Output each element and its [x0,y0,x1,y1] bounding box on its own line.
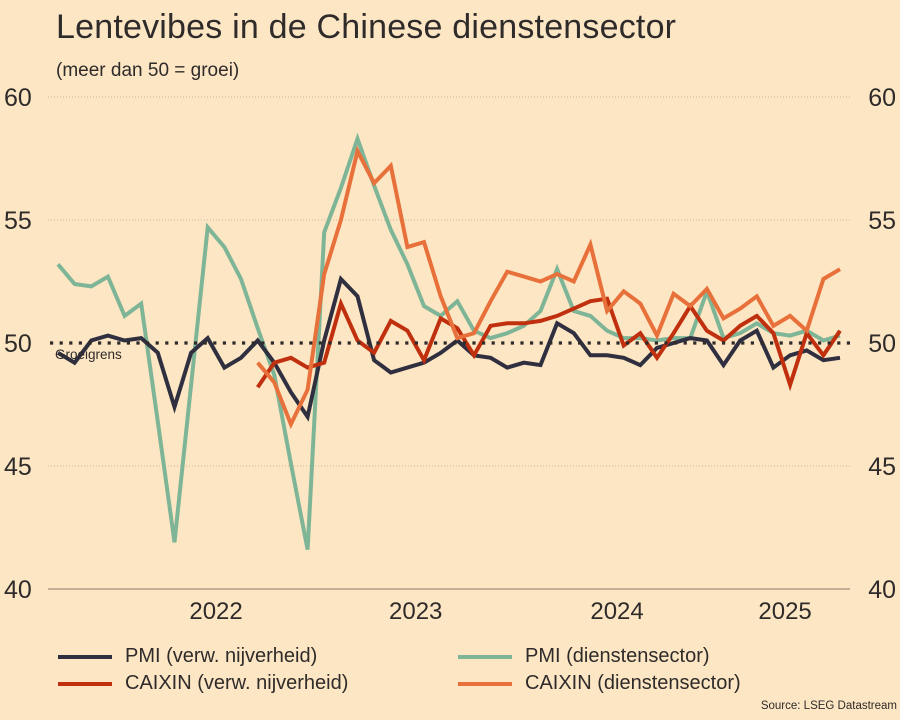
y-tick-label-right: 40 [868,576,896,604]
series-line-caixin-manufacturing [256,296,842,392]
y-tick-label-left: 40 [4,576,32,604]
y-tick-label-right: 55 [868,207,896,235]
legend-label: CAIXIN (verw. nijverheid) [125,672,349,694]
legend-swatch-caixin-manufacturing [58,681,112,686]
legend-item-caixin-services[interactable]: CAIXIN (dienstensector) [458,670,741,697]
legend-item-pmi-manufacturing[interactable]: PMI (verw. nijverheid) [58,643,317,670]
y-tick-label-left: 60 [4,84,32,112]
chart-title: Lentevibes in de Chinese dienstensector [56,8,677,46]
legend-label: CAIXIN (dienstensector) [525,672,741,694]
legend-swatch-pmi-services [458,654,512,659]
y-tick-label-left: 50 [4,330,32,358]
series-line-caixin-services [256,145,842,430]
x-tick-label: 2024 [590,598,643,625]
y-axis-left: 40 45 50 55 60 [4,84,32,604]
y-tick-label-right: 60 [868,84,896,112]
legend-swatch-pmi-manufacturing [58,654,112,659]
legend-item-caixin-manufacturing[interactable]: CAIXIN (verw. nijverheid) [58,670,348,697]
y-axis-right: 40 45 50 55 60 [868,84,896,604]
legend: PMI (verw. nijverheid) CAIXIN (verw. nij… [58,643,858,699]
gridlines [48,96,850,467]
reference-line-label: Groeigrens [55,347,122,362]
legend-label: PMI (dienstensector) [525,645,710,667]
chart-subtitle: (meer dan 50 = groei) [56,60,240,81]
legend-swatch-caixin-services [458,681,512,686]
x-tick-label: 2022 [189,598,242,625]
legend-label: PMI (verw. nijverheid) [125,645,318,667]
source-note: Source: LSEG Datastream [760,700,897,712]
y-tick-label-right: 50 [868,330,896,358]
x-tick-label: 2025 [758,598,811,625]
x-tick-label: 2023 [389,598,442,625]
y-tick-label-left: 45 [4,453,32,481]
legend-item-pmi-services[interactable]: PMI (dienstensector) [458,643,710,670]
y-tick-label-right: 45 [868,453,896,481]
series-line-pmi-services [56,132,841,550]
x-axis: 2022 2023 2024 2025 [189,598,811,625]
series-line-pmi-manufacturing [56,275,841,422]
y-tick-label-left: 55 [4,207,32,235]
series-group [56,132,842,550]
